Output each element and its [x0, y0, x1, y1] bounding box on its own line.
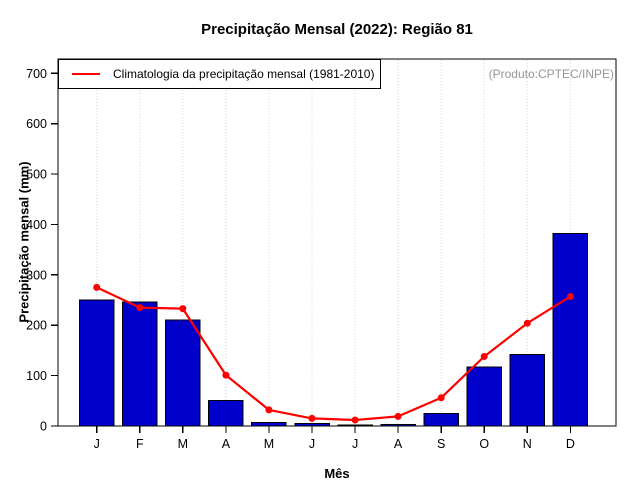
x-tick-label: A [394, 437, 403, 451]
legend-line-swatch [72, 73, 100, 75]
x-tick-label: S [437, 437, 445, 451]
x-tick-label: D [566, 437, 575, 451]
bar [79, 299, 115, 427]
x-tick-label: M [178, 437, 188, 451]
climatology-point [351, 416, 359, 424]
climatology-point [308, 414, 316, 422]
climatology-point [480, 353, 488, 360]
grid-layer [96, 60, 571, 425]
x-tick-label: A [222, 437, 231, 451]
bar [122, 301, 158, 427]
climatology-point [437, 394, 445, 402]
x-tick-label: J [352, 437, 358, 451]
climatology-point [265, 406, 273, 414]
y-tick-label: 600 [26, 117, 47, 131]
x-tick-label: N [523, 437, 532, 451]
climatology-point [394, 412, 402, 420]
y-axis-label: Precipitação mensal (mm) [16, 161, 32, 323]
product-annotation: (Produto:CPTEC/INPE) [488, 67, 614, 81]
bar [165, 319, 201, 427]
y-tick-label: 700 [26, 67, 47, 81]
y-tick-label: 0 [40, 420, 47, 434]
climatology-point [523, 319, 531, 327]
bar [208, 399, 244, 427]
x-tick-label: J [309, 437, 315, 451]
y-tick-label: 200 [26, 319, 47, 333]
x-axis-label: Mês [324, 466, 350, 481]
climatology-point [93, 283, 101, 291]
bar-series [79, 233, 589, 427]
y-tick-label: 300 [26, 268, 47, 282]
climatology-line [96, 286, 571, 422]
bar [509, 354, 546, 427]
bar [466, 366, 502, 427]
x-tick-label: J [94, 437, 100, 451]
climatology-point [222, 371, 230, 379]
chart-title: Precipitação Mensal (2022): Região 81 [201, 21, 473, 38]
climatology-point [179, 305, 187, 313]
axes-layer: 0 100 200 300 400 500 600 700 J F M A M J J A S O N D [26, 58, 617, 451]
x-tick-label: M [264, 437, 274, 451]
x-tick-label: F [136, 437, 144, 451]
bar [423, 412, 459, 427]
y-tick-label: 400 [26, 218, 47, 232]
y-tick-label: 500 [26, 168, 47, 182]
climatology-point [136, 304, 144, 312]
legend: Climatologia da precipitação mensal (198… [58, 59, 381, 89]
y-tick-label: 100 [26, 369, 47, 383]
bar [552, 233, 589, 427]
climatology-point [566, 293, 574, 300]
climatology-line-series [93, 283, 574, 424]
x-tick-label: O [479, 437, 489, 451]
legend-label: Climatologia da precipitação mensal (198… [113, 67, 375, 81]
